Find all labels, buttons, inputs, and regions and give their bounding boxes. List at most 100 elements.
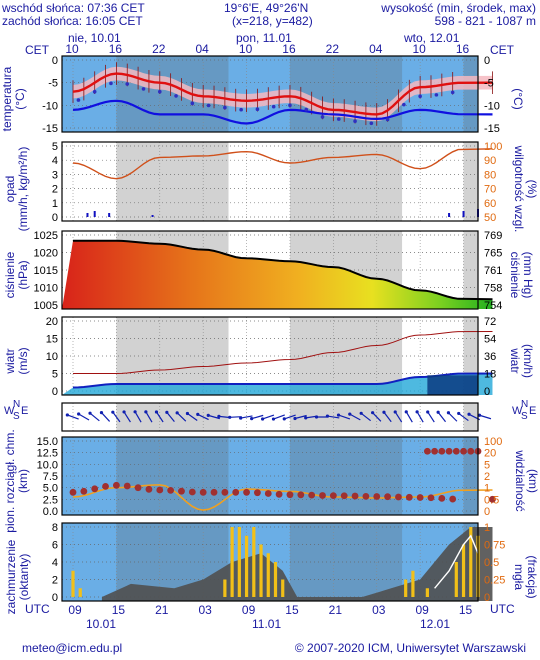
precip-night-0 [116, 142, 229, 221]
wind-dir-arrowhead [260, 417, 265, 421]
humidity-line [72, 148, 493, 180]
wind_dir-night-0 [116, 403, 229, 431]
pressure-mmhg-tick: 765 [484, 248, 502, 260]
cloud-top-point [460, 447, 467, 455]
wind-dir-arrowhead [382, 410, 386, 414]
tz-label-bottom-right: UTC [490, 602, 515, 616]
hour-label-bottom: 15 [285, 603, 299, 617]
wind-dir-arrow [372, 412, 382, 422]
cloud-bar [454, 562, 458, 597]
precip-bar [151, 215, 154, 217]
pressure-tick: 1005 [34, 300, 58, 312]
clouds-frame [61, 522, 479, 602]
wind-dir-arrowhead [88, 411, 92, 415]
cloud-base-point [449, 495, 457, 503]
wind-dir-arrow [101, 412, 111, 422]
wind-dir-arrowhead [122, 410, 126, 414]
temperature-tick-right: -10 [484, 100, 500, 112]
wind-dir-arrowhead [271, 417, 276, 421]
feels-like-point [304, 107, 309, 112]
feels-like-point [223, 105, 227, 110]
compass-e-label-right: E [529, 405, 537, 417]
fog-tick: 0.25 [484, 575, 505, 587]
wind-dir-arrow [479, 414, 492, 420]
humidity-tick: 70 [484, 184, 496, 196]
cloud-base-point [308, 491, 316, 499]
feels-like-point [418, 94, 422, 99]
wind-dir-arrow [208, 414, 220, 420]
precip-bar [93, 211, 96, 217]
cloud-base-point [80, 487, 88, 495]
cloud-height-tick: 15.0 [37, 436, 58, 448]
feels-like-point [450, 90, 455, 95]
day-label-top-2: pon, 11.01 [236, 31, 292, 45]
wind-tick: 15 [46, 334, 58, 346]
wind-tick: 10 [46, 351, 58, 363]
wind-strong-area [427, 375, 478, 395]
wind-line [72, 372, 493, 389]
wind-dir-arrow [78, 413, 90, 421]
cloud-base-point [264, 490, 272, 497]
wind-gust-line [73, 331, 493, 374]
wind-dir-arrowhead [446, 411, 451, 415]
temperature-frame [61, 55, 479, 133]
pressure-mmhg-axis-label: (mm Hg) ciśnienie [508, 251, 535, 299]
cloud-bar [223, 579, 227, 597]
compass-n-label-right: N [521, 399, 529, 410]
visibility-tick: 1 [484, 483, 490, 495]
cloud-base-point [112, 481, 120, 489]
hour-label-bottom: 21 [155, 603, 169, 617]
temperature-night-2 [463, 56, 478, 132]
hour-label-bottom: 21 [329, 603, 343, 617]
feels-like-point [385, 117, 390, 122]
feels-like-point [369, 121, 374, 126]
feels-like-point [92, 89, 97, 94]
wind-kmh-tick: 0 [484, 386, 490, 398]
temperature-tick: -10 [42, 100, 58, 112]
wind-dir-arrow [394, 411, 403, 423]
cloud-bar [425, 588, 429, 597]
feels-like-point [434, 93, 439, 97]
precip-bar [86, 213, 89, 217]
hour-label-bottom: 15 [112, 603, 126, 617]
feels-like-point [402, 102, 406, 107]
cloud-base-point [416, 494, 424, 501]
wind-dir-arrow [349, 413, 361, 421]
wind-dir-arrowhead [436, 410, 440, 414]
wind-dir-arrowhead [457, 411, 461, 416]
wind-dir-arrow [437, 411, 447, 423]
compass-e-label-left: E [21, 405, 29, 417]
visibility-tick: 2 [484, 471, 490, 483]
precip-night-1 [289, 142, 403, 221]
wind-dir-arrowhead [133, 410, 137, 414]
fog-axis-label: (frakcja) mgła [512, 555, 539, 599]
cloud-base-point [221, 488, 229, 496]
wind-dir-arrowhead [393, 410, 397, 414]
wind-dir-arrow [134, 411, 142, 423]
altitude-label: wysokość (min, środek, max) [381, 1, 536, 15]
cloud-base-point [275, 490, 283, 498]
feels-like-point [76, 98, 81, 102]
visibility-tick: 0 [484, 506, 490, 518]
day-label-top-3: wto, 12.01 [404, 31, 460, 45]
cloud-base-point [373, 493, 381, 500]
cloud-base-point [102, 482, 109, 490]
day-label-top-1: nie, 10.01 [68, 31, 121, 45]
cloud-base-point [362, 492, 370, 500]
cloud-bar [411, 570, 415, 597]
precip-bar [448, 213, 451, 217]
compass-s-label-right: S [521, 411, 528, 422]
pressure-area [62, 240, 493, 309]
cloud-cover-tick: 8 [52, 522, 58, 534]
footer-email[interactable]: meteo@icm.edu.pl [22, 641, 123, 655]
hour-label-bottom: 09 [68, 603, 82, 617]
fog-tick: 1 [484, 522, 490, 534]
visibility-tick: 5 [484, 459, 490, 471]
sunset-text: zachód słońca: 16:05 CET [2, 14, 143, 28]
cloud-cover-tick: 0 [52, 592, 58, 604]
cloud-bar [78, 588, 82, 597]
fog-tick: 0 [484, 592, 490, 604]
cloud-bar [244, 535, 249, 597]
feels-like-point [255, 107, 260, 112]
pressure-mmhg-tick: 758 [484, 283, 502, 295]
